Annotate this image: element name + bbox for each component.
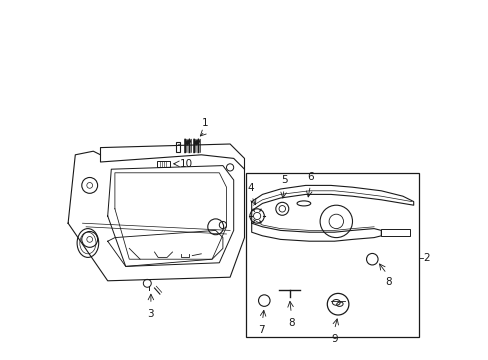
Text: 9: 9 (330, 334, 337, 344)
Bar (246, 173, 418, 337)
Bar (381, 229, 409, 236)
Text: 2: 2 (423, 253, 429, 263)
Bar (176, 142, 180, 152)
Text: 10: 10 (179, 159, 192, 169)
Text: 8: 8 (384, 277, 391, 287)
Text: 7: 7 (258, 325, 264, 335)
Text: 3: 3 (147, 309, 154, 319)
Text: 5: 5 (280, 175, 287, 185)
Text: 6: 6 (306, 172, 313, 182)
Bar (157, 161, 170, 167)
Text: 8: 8 (287, 318, 294, 328)
Text: 1: 1 (201, 118, 208, 128)
Text: 4: 4 (247, 183, 253, 193)
